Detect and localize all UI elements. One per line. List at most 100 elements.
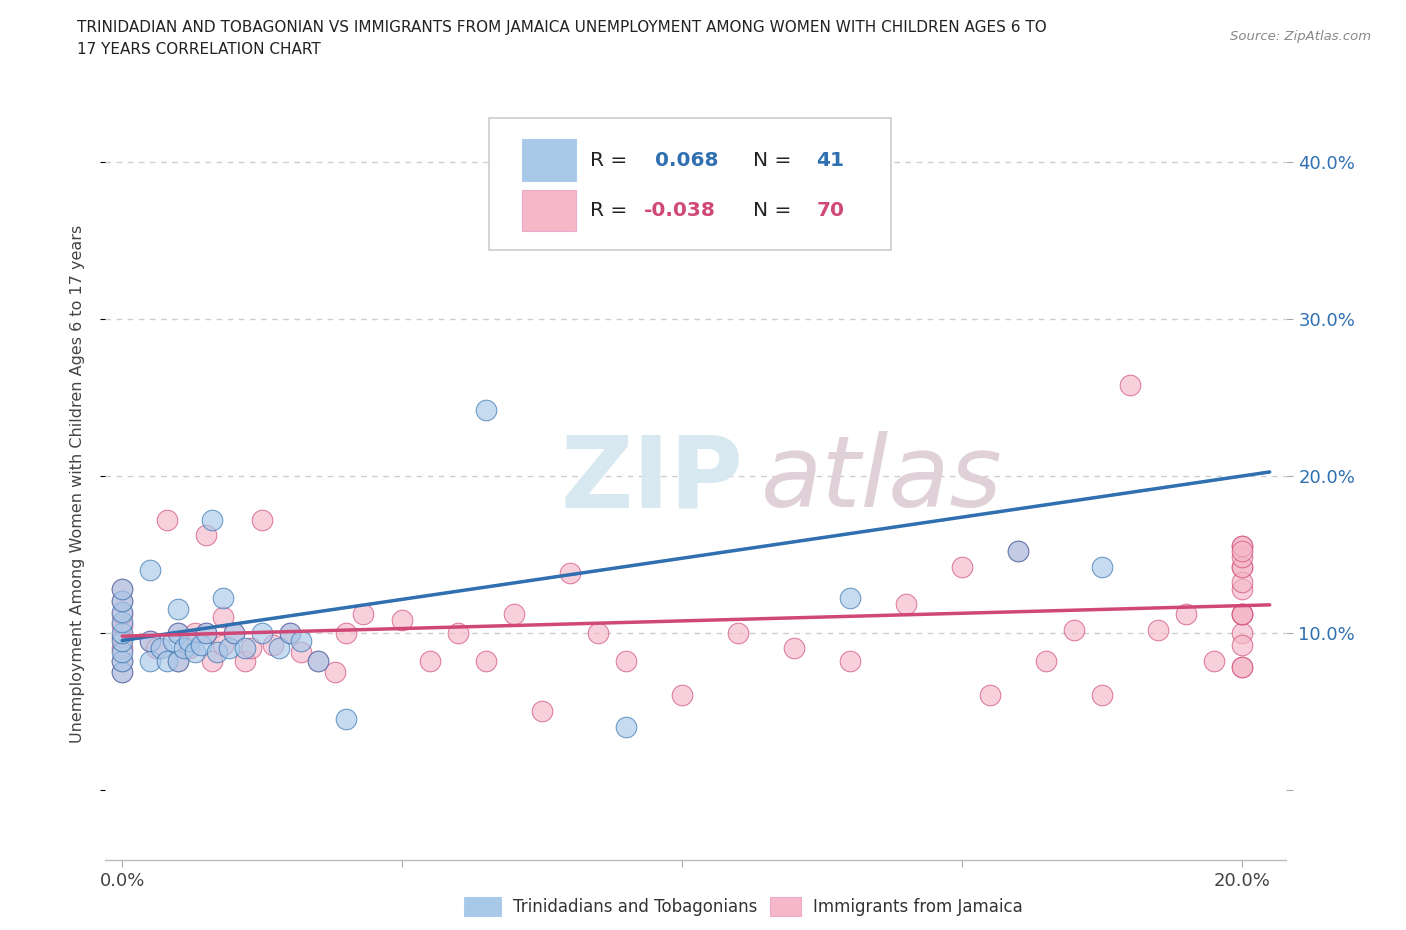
Point bbox=[184, 625, 207, 640]
Point bbox=[111, 615, 134, 630]
Point bbox=[1230, 559, 1253, 574]
Point bbox=[278, 625, 301, 640]
Point bbox=[224, 625, 246, 640]
Point bbox=[156, 512, 179, 527]
Point bbox=[195, 528, 218, 543]
Point bbox=[1007, 544, 1029, 559]
Point bbox=[224, 625, 246, 640]
Point bbox=[145, 641, 167, 656]
FancyBboxPatch shape bbox=[489, 118, 891, 250]
Text: -0.038: -0.038 bbox=[644, 202, 716, 220]
Point bbox=[1230, 544, 1253, 559]
Text: 17 YEARS CORRELATION CHART: 17 YEARS CORRELATION CHART bbox=[77, 42, 321, 57]
Point bbox=[727, 625, 749, 640]
Point bbox=[307, 654, 329, 669]
Point bbox=[1230, 539, 1253, 554]
Point bbox=[111, 581, 134, 596]
Point bbox=[235, 654, 257, 669]
Point bbox=[212, 591, 235, 605]
Point bbox=[139, 633, 162, 648]
Point bbox=[1063, 622, 1085, 637]
Point bbox=[167, 625, 190, 640]
Point bbox=[111, 633, 134, 648]
Point bbox=[218, 641, 240, 656]
Point bbox=[195, 625, 218, 640]
Point bbox=[558, 565, 581, 580]
Point bbox=[671, 688, 693, 703]
Point bbox=[1230, 550, 1253, 565]
Point bbox=[207, 644, 229, 659]
Text: Immigrants from Jamaica: Immigrants from Jamaica bbox=[813, 897, 1022, 916]
Point bbox=[111, 581, 134, 596]
Point bbox=[111, 625, 134, 640]
Point bbox=[250, 625, 273, 640]
Point bbox=[240, 641, 263, 656]
Point bbox=[614, 720, 637, 735]
Point bbox=[162, 633, 184, 648]
Point bbox=[391, 613, 413, 628]
Point bbox=[235, 641, 257, 656]
Point bbox=[1091, 559, 1114, 574]
Point bbox=[150, 641, 173, 656]
Point bbox=[1230, 606, 1253, 621]
Point bbox=[335, 711, 357, 726]
Point bbox=[111, 644, 134, 659]
Point bbox=[111, 641, 134, 656]
Point bbox=[139, 633, 162, 648]
Point bbox=[179, 633, 201, 648]
Point bbox=[894, 597, 917, 612]
Point bbox=[212, 609, 235, 624]
Text: 0.068: 0.068 bbox=[655, 151, 718, 170]
Text: atlas: atlas bbox=[761, 432, 1002, 528]
Point bbox=[1146, 622, 1168, 637]
Text: N =: N = bbox=[752, 151, 797, 170]
Point bbox=[1035, 654, 1057, 669]
Text: TRINIDADIAN AND TOBAGONIAN VS IMMIGRANTS FROM JAMAICA UNEMPLOYMENT AMONG WOMEN W: TRINIDADIAN AND TOBAGONIAN VS IMMIGRANTS… bbox=[77, 20, 1047, 35]
Point bbox=[156, 654, 179, 669]
Point bbox=[1230, 638, 1253, 653]
Point bbox=[111, 618, 134, 632]
Point bbox=[1091, 688, 1114, 703]
Point bbox=[1230, 539, 1253, 554]
Point bbox=[1230, 625, 1253, 640]
Point bbox=[335, 625, 357, 640]
Point bbox=[475, 403, 498, 418]
Text: ZIP: ZIP bbox=[560, 432, 742, 528]
Point bbox=[290, 644, 312, 659]
Point bbox=[614, 654, 637, 669]
Point bbox=[419, 654, 441, 669]
Point bbox=[1202, 654, 1225, 669]
Point bbox=[111, 630, 134, 644]
Point bbox=[1230, 581, 1253, 596]
Point bbox=[586, 625, 609, 640]
Point bbox=[139, 654, 162, 669]
Point bbox=[111, 665, 134, 680]
Point bbox=[1230, 659, 1253, 674]
Point bbox=[307, 654, 329, 669]
Point bbox=[179, 641, 201, 656]
Point bbox=[447, 625, 470, 640]
Point bbox=[111, 654, 134, 669]
Point bbox=[1174, 606, 1197, 621]
Point bbox=[475, 654, 498, 669]
Point bbox=[201, 512, 224, 527]
Point bbox=[1119, 378, 1142, 392]
Point bbox=[262, 638, 284, 653]
Point bbox=[111, 665, 134, 680]
Point bbox=[979, 688, 1001, 703]
Point bbox=[173, 641, 195, 656]
Point bbox=[167, 625, 190, 640]
Point bbox=[323, 665, 346, 680]
Point bbox=[1230, 659, 1253, 674]
Point bbox=[139, 563, 162, 578]
Point bbox=[195, 625, 218, 640]
Point bbox=[950, 559, 973, 574]
Text: Trinidadians and Tobagonians: Trinidadians and Tobagonians bbox=[513, 897, 758, 916]
Point bbox=[111, 594, 134, 609]
Point bbox=[250, 512, 273, 527]
Point bbox=[1230, 606, 1253, 621]
Text: Source: ZipAtlas.com: Source: ZipAtlas.com bbox=[1230, 30, 1371, 43]
Text: N =: N = bbox=[752, 202, 797, 220]
Point bbox=[184, 644, 207, 659]
Point bbox=[167, 602, 190, 617]
